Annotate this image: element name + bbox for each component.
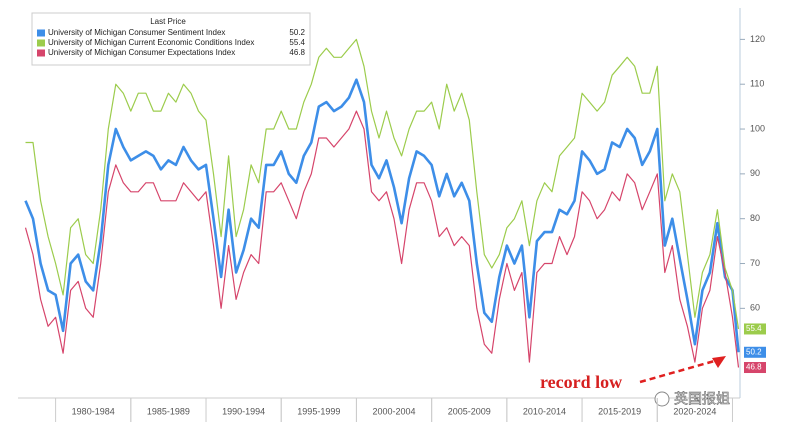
last-value-tag xyxy=(744,362,766,374)
series-line xyxy=(24,110,740,368)
x-tick-label: 2015-2019 xyxy=(598,406,641,416)
x-tick-label: 2000-2004 xyxy=(373,406,416,416)
annotation-arrow xyxy=(639,358,719,384)
legend-label: University of Michigan Consumer Sentimen… xyxy=(48,28,225,37)
last-value-label: 46.8 xyxy=(746,363,762,372)
arrow-head xyxy=(712,356,726,368)
x-tick-label: 2020-2024 xyxy=(673,406,716,416)
legend-swatch xyxy=(37,29,45,37)
legend-value: 55.4 xyxy=(289,38,305,47)
y-tick-label: 120 xyxy=(750,34,765,44)
watermark-icon xyxy=(654,391,670,407)
x-tick-label: 1995-1999 xyxy=(297,406,340,416)
legend-value: 46.8 xyxy=(289,48,305,57)
y-tick-label: 90 xyxy=(750,168,760,178)
legend-title: Last Price xyxy=(150,17,186,26)
last-value-label: 50.2 xyxy=(746,347,762,356)
x-tick-label: 1985-1989 xyxy=(147,406,190,416)
watermark: 英国报姐 xyxy=(674,391,730,407)
legend-label: University of Michigan Current Economic … xyxy=(48,38,254,47)
last-value-tag xyxy=(744,346,766,358)
series-line xyxy=(25,38,740,330)
x-tick-label: 2010-2014 xyxy=(523,406,566,416)
legend-box xyxy=(31,12,311,66)
series-line xyxy=(24,78,740,353)
annotation: record low xyxy=(540,372,622,392)
x-tick-label: 1980-1984 xyxy=(72,406,115,416)
legend-value: 50.2 xyxy=(289,28,305,37)
y-tick-label: 70 xyxy=(750,258,760,268)
legend-swatch xyxy=(37,39,45,47)
last-value-label: 55.4 xyxy=(746,324,762,333)
y-tick-label: 110 xyxy=(750,79,764,89)
last-value-tag xyxy=(744,323,766,335)
x-tick-label: 2005-2009 xyxy=(448,406,491,416)
legend: Last Price University of Michigan Consum… xyxy=(31,12,311,66)
y-tick-label: 80 xyxy=(750,213,760,223)
y-tick-label: 60 xyxy=(750,303,760,313)
legend-label: University of Michigan Consumer Expectat… xyxy=(48,48,235,57)
x-tick-label: 1990-1994 xyxy=(222,406,265,416)
legend-swatch xyxy=(37,49,45,57)
y-tick-label: 100 xyxy=(750,123,765,133)
